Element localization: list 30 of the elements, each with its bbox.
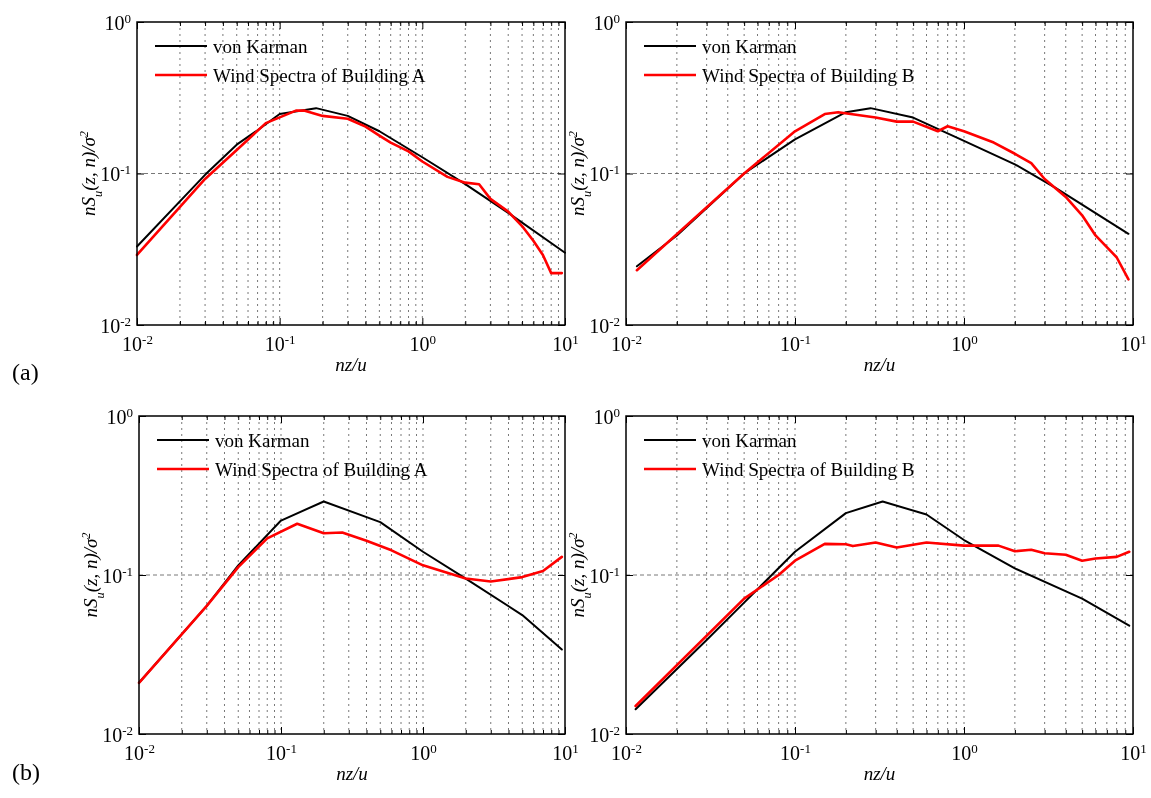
legend-label: von Karman (213, 35, 308, 57)
legend-label: Wind Spectra of Building A (215, 458, 428, 480)
y-tick-label: 10$^{0}$ (593, 10, 620, 34)
y-tick-label: 10$^{0}$ (104, 10, 131, 34)
x-axis-title: nz/u (863, 763, 896, 784)
legend-label: Wind Spectra of Building B (702, 64, 915, 86)
x-tick-label: 10$^{0}$ (951, 331, 978, 355)
legend-label: von Karman (215, 429, 310, 451)
legend-label: von Karman (702, 35, 797, 57)
x-tick-label: 10$^{-1}$ (780, 331, 811, 355)
x-axis-title: nz/u (335, 354, 367, 375)
x-axis-title: nz/u (336, 763, 368, 784)
x-tick-label: 10$^{1}$ (552, 331, 579, 355)
y-tick-label: 10$^{0}$ (106, 404, 133, 428)
text: (b) (12, 759, 40, 785)
y-tick-label: 10$^{0}$ (593, 404, 620, 428)
x-axis-title: nz/u (863, 354, 896, 375)
text: (a) (12, 359, 39, 385)
legend-label: von Karman (702, 429, 797, 451)
x-tick-label: 10$^{0}$ (951, 740, 978, 764)
x-tick-label: 10$^{-1}$ (264, 331, 296, 355)
x-tick-label: 10$^{1}$ (1120, 331, 1147, 355)
legend-label: Wind Spectra of Building A (213, 64, 426, 86)
x-tick-label: 10$^{-1}$ (266, 740, 297, 764)
x-tick-label: 10$^{0}$ (409, 331, 437, 355)
legend-label: Wind Spectra of Building B (702, 458, 915, 480)
x-tick-label: 10$^{1}$ (1120, 740, 1147, 764)
x-tick-label: 10$^{0}$ (410, 740, 437, 764)
x-tick-label: 10$^{1}$ (552, 740, 579, 764)
x-tick-label: 10$^{-1}$ (780, 740, 811, 764)
